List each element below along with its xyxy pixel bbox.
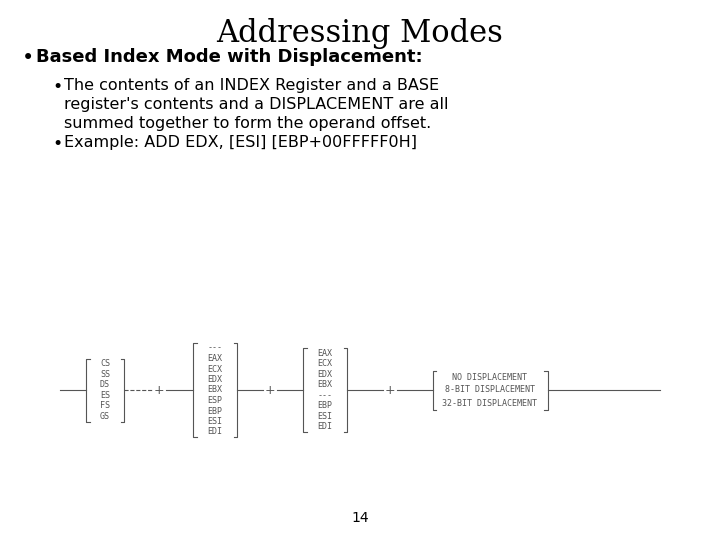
Text: +: + (153, 383, 164, 396)
Text: CS: CS (100, 359, 110, 368)
Text: EBX: EBX (207, 386, 222, 395)
Text: ESI: ESI (207, 417, 222, 426)
Text: EBP: EBP (318, 401, 333, 410)
Text: EBX: EBX (318, 380, 333, 389)
Text: EAX: EAX (318, 349, 333, 357)
Text: SS: SS (100, 370, 110, 379)
Text: The contents of an INDEX Register and a BASE: The contents of an INDEX Register and a … (64, 78, 439, 93)
Text: EDX: EDX (207, 375, 222, 384)
Text: 8-BIT DISPLACEMENT: 8-BIT DISPLACEMENT (445, 386, 535, 395)
Text: NO DISPLACEMENT: NO DISPLACEMENT (452, 373, 528, 381)
Text: EDI: EDI (207, 428, 222, 436)
Text: 32-BIT DISPLACEMENT: 32-BIT DISPLACEMENT (443, 399, 538, 408)
Text: ECX: ECX (318, 359, 333, 368)
Text: register's contents and a DISPLACEMENT are all: register's contents and a DISPLACEMENT a… (64, 97, 449, 112)
Text: EDI: EDI (318, 422, 333, 431)
Text: ---: --- (207, 343, 222, 353)
Text: 14: 14 (351, 511, 369, 525)
Text: Addressing Modes: Addressing Modes (217, 18, 503, 49)
Text: Based Index Mode with Displacement:: Based Index Mode with Displacement: (36, 48, 423, 66)
Text: •: • (52, 135, 62, 153)
Text: •: • (22, 48, 35, 68)
Text: •: • (52, 78, 62, 96)
Text: summed together to form the operand offset.: summed together to form the operand offs… (64, 116, 431, 131)
Text: ECX: ECX (207, 364, 222, 374)
Text: ---: --- (318, 391, 333, 400)
Text: EAX: EAX (207, 354, 222, 363)
Text: ESI: ESI (318, 411, 333, 421)
Text: DS: DS (100, 380, 110, 389)
Text: +: + (265, 383, 275, 396)
Text: ES: ES (100, 391, 110, 400)
Text: +: + (384, 383, 395, 396)
Text: Example: ADD EDX, [ESI] [EBP+00FFFFF0H]: Example: ADD EDX, [ESI] [EBP+00FFFFF0H] (64, 135, 417, 150)
Text: EBP: EBP (207, 407, 222, 415)
Text: GS: GS (100, 411, 110, 421)
Text: FS: FS (100, 401, 110, 410)
Text: ESP: ESP (207, 396, 222, 405)
Text: EDX: EDX (318, 370, 333, 379)
